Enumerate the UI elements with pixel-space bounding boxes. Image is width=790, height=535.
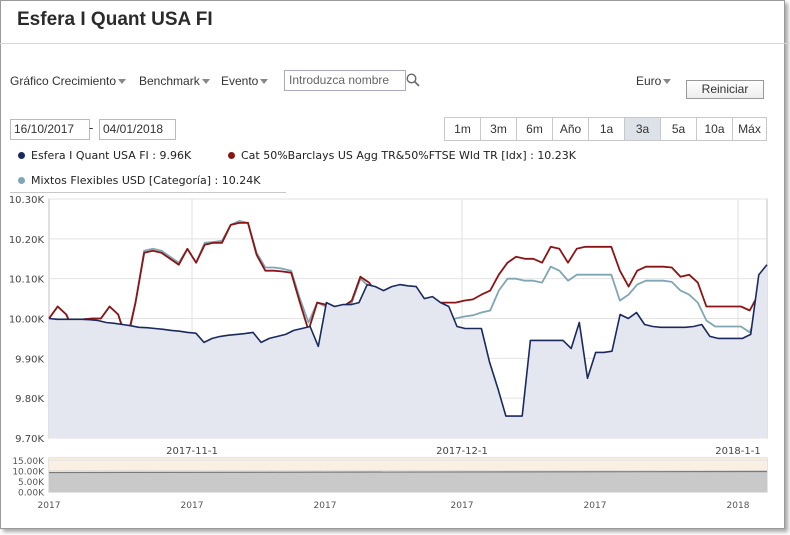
x-tick-label: 2017-11-1	[166, 446, 218, 457]
title-divider	[0, 43, 790, 44]
range-3m-button[interactable]: 3m	[481, 118, 517, 140]
benchmark-menu[interactable]: Benchmark	[139, 74, 210, 88]
navigator-band	[49, 458, 767, 470]
growth-chart-label: Gráfico Crecimiento	[10, 74, 117, 88]
fund-area-fill	[49, 264, 767, 438]
currency-label: Euro	[636, 74, 662, 88]
search-input[interactable]: Introduzca nombre	[284, 70, 406, 91]
navigator-x-tick-label: 2017	[314, 501, 337, 511]
range-6m-button[interactable]: 6m	[517, 118, 553, 140]
y-tick-label: 10.00K	[9, 315, 45, 326]
date-separator: -	[89, 121, 94, 135]
series-line-0	[48, 264, 768, 417]
y-tick-label: 10.10K	[9, 275, 45, 286]
legend-dot	[18, 176, 25, 184]
x-tick-label: 2018-1-1	[715, 446, 760, 457]
range-ytd-button[interactable]: Año	[553, 118, 589, 140]
chevron-down-icon	[201, 79, 210, 85]
legend-dot	[18, 151, 25, 159]
navigator-x-tick-label: 2017	[451, 501, 474, 511]
range-5a-button[interactable]: 5a	[661, 118, 697, 140]
page-title: Esfera I Quant USA FI	[17, 9, 213, 30]
navigator-x-tick-label: 2017	[181, 501, 204, 511]
y-tick-label: 9.90K	[15, 354, 44, 365]
legend-benchmark[interactable]: Cat 50%Barclays US Agg TR&50%FTSE Wld TR…	[228, 149, 576, 162]
range-max-button[interactable]: Máx	[733, 118, 766, 140]
start-date-input[interactable]: 16/10/2017	[10, 119, 90, 140]
legend-fund[interactable]: Esfera I Quant USA FI : 9.96K	[18, 149, 191, 162]
navigator-y-tick-label: 5.00K	[18, 478, 45, 488]
event-menu[interactable]: Evento	[221, 74, 269, 88]
chevron-down-icon	[260, 79, 269, 85]
navigator-x-tick-label: 2018	[727, 501, 750, 511]
navigator-series-line	[48, 470, 768, 474]
legend-fund-value: 9.96K	[159, 149, 192, 162]
navigator-x-tick-label: 2017	[584, 501, 607, 511]
x-tick-label: 2017-12-1	[436, 446, 488, 457]
range-3a-button[interactable]: 3a	[625, 118, 661, 140]
y-tick-label: 10.30K	[9, 195, 45, 206]
navigator-y-tick-label: 10.00K	[12, 468, 45, 478]
range-1a-button[interactable]: 1a	[589, 118, 625, 140]
reset-button[interactable]: Reiniciar	[686, 80, 764, 99]
chevron-down-icon	[118, 79, 127, 85]
event-label: Evento	[221, 74, 259, 88]
navigator-y-tick-label: 15.00K	[12, 457, 45, 467]
y-tick-label: 9.80K	[15, 394, 44, 405]
legend-benchmark-name: Cat 50%Barclays US Agg TR&50%FTSE Wld TR…	[241, 149, 527, 162]
y-tick-label: 9.70K	[15, 434, 44, 445]
legend-category[interactable]: Mixtos Flexibles USD [Categoría] : 10.24…	[18, 174, 260, 187]
range-selector: 1m 3m 6m Año 1a 3a 5a 10a Máx	[444, 117, 767, 141]
legend-dot	[228, 151, 235, 159]
currency-menu[interactable]: Euro	[636, 74, 672, 88]
chevron-down-icon	[663, 79, 672, 85]
legend-benchmark-value: 10.23K	[537, 149, 577, 162]
legend-fund-name: Esfera I Quant USA FI	[31, 149, 149, 162]
search-icon[interactable]	[406, 73, 420, 87]
navigator-x-tick-label: 2017	[38, 501, 61, 511]
range-10a-button[interactable]: 10a	[697, 118, 733, 140]
end-date-input[interactable]: 04/01/2018	[99, 119, 176, 140]
y-tick-label: 10.20K	[9, 235, 45, 246]
legend-category-value: 10.24K	[221, 174, 261, 187]
range-1m-button[interactable]: 1m	[445, 118, 481, 140]
navigator-series-area	[49, 471, 767, 492]
growth-chart-menu[interactable]: Gráfico Crecimiento	[10, 74, 127, 88]
navigator-y-tick-label: 0.00K	[18, 489, 45, 499]
benchmark-label: Benchmark	[139, 74, 200, 88]
legend-divider	[10, 192, 286, 193]
legend-category-name: Mixtos Flexibles USD [Categoría]	[31, 174, 212, 187]
